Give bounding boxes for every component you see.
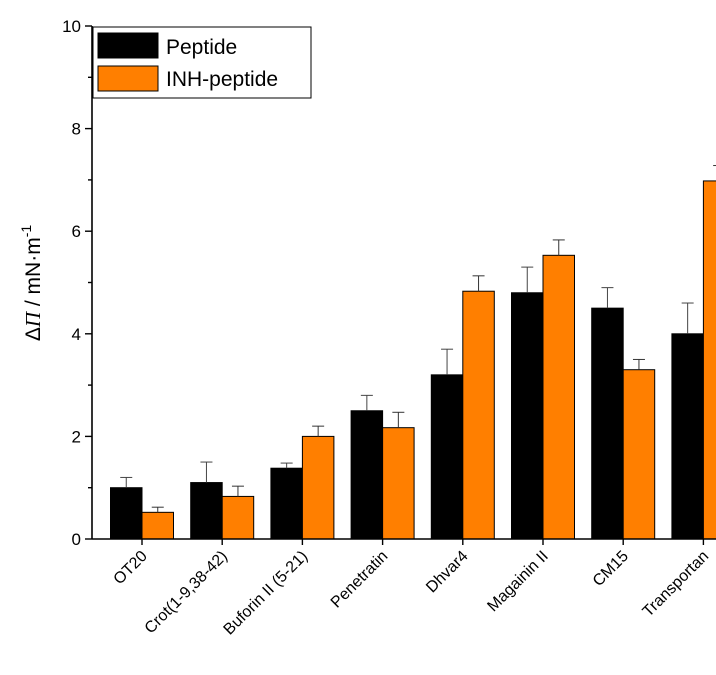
bar-inh-peptide-7	[702, 180, 716, 540]
bar-peptide-6	[591, 307, 624, 540]
y-tick-label-8: 8	[72, 120, 81, 139]
y-tick-label-6: 6	[72, 222, 81, 241]
y-axis-label: ΔΠ / mN·m-1	[18, 225, 45, 342]
bar-inh-peptide-0	[141, 511, 174, 540]
y-axis-label-symbol: Π	[21, 310, 45, 328]
error-bars-group	[120, 165, 716, 513]
x-tick-label-5: Magainin II	[484, 548, 551, 615]
bar-inh-peptide-6	[622, 369, 656, 540]
y-axis-label-exponent: -1	[18, 225, 34, 238]
legend-swatch-inh-peptide	[97, 65, 159, 92]
bar-inh-peptide-2	[301, 435, 335, 540]
y-axis-label-unit: / mN·m	[22, 237, 45, 312]
bar-inh-peptide-4	[462, 290, 495, 540]
y-tick-label-0: 0	[72, 530, 81, 549]
bar-peptide-7	[671, 333, 704, 540]
legend: Peptide INH-peptide	[92, 26, 312, 99]
y-ticks-group: 0 2 4 6 8 10	[62, 17, 92, 549]
legend-label-inh-peptide: INH-peptide	[166, 68, 278, 91]
y-tick-label-10: 10	[62, 17, 81, 36]
bar-peptide-2	[270, 467, 303, 540]
x-tick-label-3: Penetratin	[328, 548, 392, 612]
bar-peptide-3	[350, 410, 384, 540]
bar-inh-peptide-3	[382, 427, 415, 540]
bar-inh-peptide-1	[221, 495, 255, 540]
x-tick-label-6: CM15	[590, 548, 632, 590]
legend-swatch-peptide	[97, 32, 159, 59]
y-axis-label-prefix: Δ	[22, 327, 45, 341]
x-tick-label-1: Crot(1-9,38-42)	[142, 548, 231, 637]
y-tick-label-2: 2	[72, 427, 81, 446]
legend-label-peptide: Peptide	[166, 36, 237, 59]
bar-inh-peptide-5	[542, 254, 575, 540]
y-tick-label-4: 4	[72, 325, 81, 344]
bars-group	[110, 180, 716, 540]
bar-peptide-5	[511, 292, 544, 540]
bar-peptide-0	[110, 487, 143, 540]
bar-peptide-4	[430, 374, 464, 540]
x-tick-label-2: Buforin II (5-21)	[221, 548, 312, 639]
x-tick-label-4: Dhvar4	[423, 548, 472, 597]
x-tick-label-7: Transportan	[640, 548, 713, 621]
x-tick-label-0: OT20	[111, 548, 151, 588]
bar-peptide-1	[190, 482, 223, 540]
